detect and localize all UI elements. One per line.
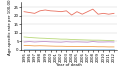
- under 55: [39, 49, 41, 50]
- under 55: [66, 49, 67, 50]
- 65-74: [92, 40, 94, 41]
- 75-84: [82, 14, 83, 15]
- under 55: [87, 49, 88, 50]
- 85+: [76, 41, 78, 42]
- under 55: [92, 49, 94, 50]
- 55-64: [103, 46, 104, 47]
- under 55: [55, 49, 57, 50]
- 55-64: [76, 46, 78, 47]
- 65-74: [76, 39, 78, 40]
- 75-84: [29, 12, 30, 13]
- Line: 55-64: 55-64: [24, 45, 114, 47]
- 65-74: [39, 38, 41, 39]
- under 55: [50, 49, 51, 50]
- 75-84: [92, 9, 94, 10]
- 65-74: [66, 39, 67, 40]
- 55-64: [66, 46, 67, 47]
- 75-84: [66, 10, 67, 11]
- under 55: [23, 49, 25, 50]
- 65-74: [55, 38, 57, 39]
- 75-84: [97, 14, 99, 15]
- 55-64: [82, 46, 83, 47]
- 65-74: [50, 38, 51, 39]
- 75-84: [87, 11, 88, 12]
- under 55: [97, 49, 99, 50]
- under 55: [71, 49, 72, 50]
- 85+: [39, 41, 41, 42]
- 55-64: [71, 46, 72, 47]
- under 55: [82, 49, 83, 50]
- 75-84: [55, 11, 57, 12]
- 75-84: [108, 14, 109, 15]
- under 55: [108, 49, 109, 50]
- 65-74: [45, 38, 46, 39]
- X-axis label: Year of death: Year of death: [56, 64, 82, 68]
- 55-64: [92, 46, 94, 47]
- 55-64: [39, 45, 41, 46]
- 65-74: [71, 39, 72, 40]
- Line: 65-74: 65-74: [24, 37, 114, 41]
- 55-64: [113, 46, 115, 47]
- 55-64: [50, 46, 51, 47]
- 85+: [60, 42, 62, 43]
- 65-74: [23, 36, 25, 37]
- 65-74: [82, 39, 83, 40]
- 75-84: [34, 13, 35, 14]
- under 55: [76, 49, 78, 50]
- 75-84: [39, 10, 41, 11]
- under 55: [45, 49, 46, 50]
- Line: 75-84: 75-84: [24, 9, 114, 15]
- under 55: [113, 49, 115, 50]
- under 55: [103, 49, 104, 50]
- 85+: [66, 41, 67, 42]
- 75-84: [50, 10, 51, 11]
- 65-74: [97, 40, 99, 41]
- 75-84: [71, 15, 72, 16]
- 75-84: [76, 11, 78, 12]
- 85+: [108, 41, 109, 42]
- 75-84: [103, 13, 104, 14]
- 85+: [92, 41, 94, 42]
- under 55: [29, 49, 30, 50]
- 85+: [29, 41, 30, 42]
- under 55: [60, 49, 62, 50]
- 55-64: [87, 46, 88, 47]
- under 55: [34, 49, 35, 50]
- 85+: [50, 41, 51, 42]
- 65-74: [60, 39, 62, 40]
- 65-74: [113, 40, 115, 41]
- 65-74: [103, 40, 104, 41]
- 65-74: [108, 40, 109, 41]
- 85+: [45, 41, 46, 42]
- 65-74: [29, 37, 30, 38]
- Y-axis label: Age-specific rate per 100,000: Age-specific rate per 100,000: [8, 0, 12, 55]
- 85+: [87, 42, 88, 43]
- 55-64: [45, 45, 46, 46]
- 55-64: [60, 46, 62, 47]
- 75-84: [23, 11, 25, 12]
- 55-64: [108, 46, 109, 47]
- 75-84: [60, 11, 62, 12]
- 65-74: [34, 37, 35, 38]
- 55-64: [34, 45, 35, 46]
- 75-84: [113, 13, 115, 14]
- 55-64: [97, 46, 99, 47]
- 55-64: [23, 45, 25, 46]
- 55-64: [29, 45, 30, 46]
- 55-64: [55, 46, 57, 47]
